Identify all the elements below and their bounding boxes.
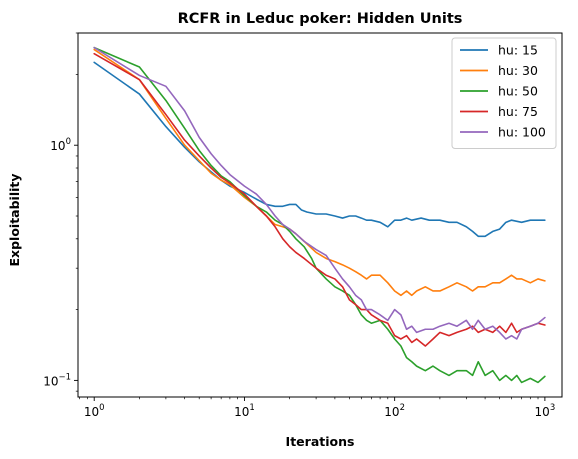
x-tick-label-2: 102 <box>384 403 405 419</box>
legend-label-1: hu: 30 <box>498 63 538 78</box>
x-tick-label-0: 100 <box>84 403 105 419</box>
y-axis-label: Exploitability <box>7 173 22 266</box>
legend-label-3: hu: 75 <box>498 104 538 119</box>
y-tick-label-1: 100 <box>50 137 71 153</box>
y-tick-label-0: 10−1 <box>43 372 71 388</box>
x-tick-label-1: 101 <box>234 403 255 419</box>
chart-title: RCFR in Leduc poker: Hidden Units <box>178 11 463 27</box>
legend: hu: 15 hu: 30 hu: 50 hu: 75 hu: 100 <box>452 38 556 149</box>
x-tick-label-3: 103 <box>535 403 556 419</box>
legend-label-2: hu: 50 <box>498 84 538 99</box>
x-axis-label: Iterations <box>286 434 355 449</box>
legend-label-4: hu: 100 <box>498 125 546 140</box>
legend-label-0: hu: 15 <box>498 43 538 58</box>
